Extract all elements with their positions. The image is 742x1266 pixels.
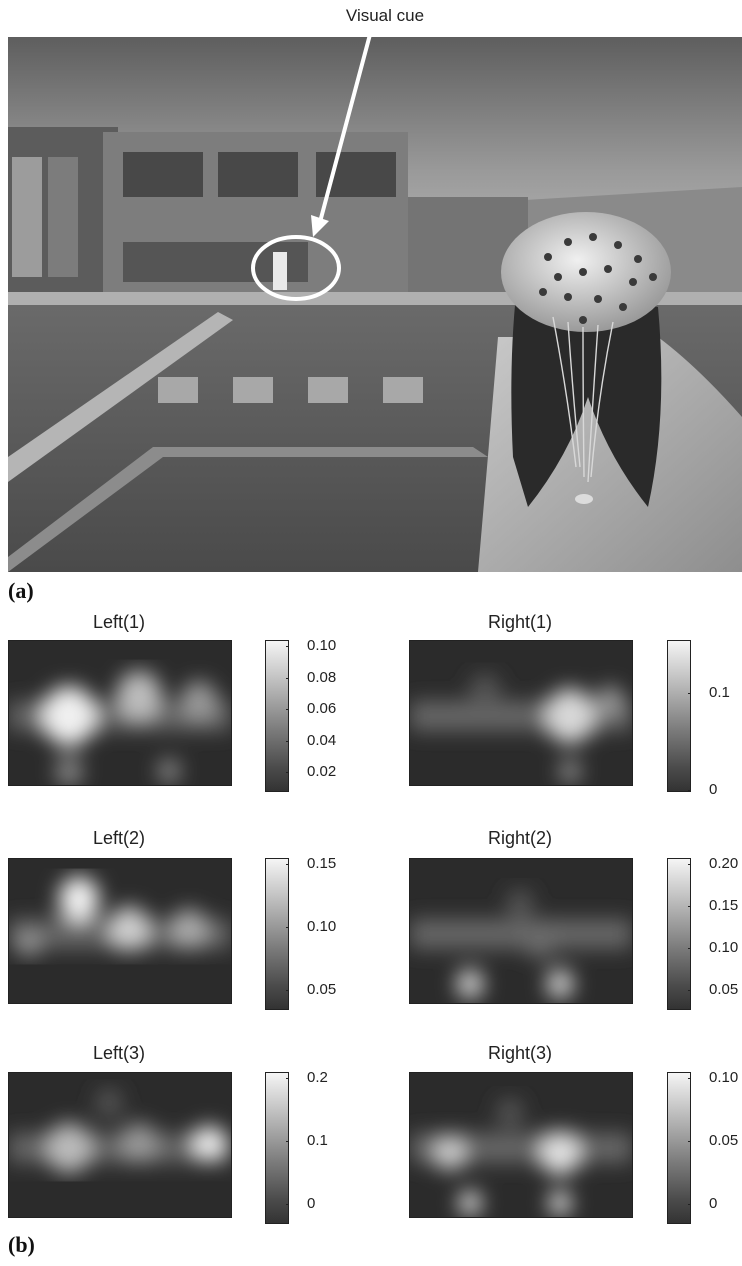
heatmap-image bbox=[8, 640, 232, 786]
colorbar-tick-label: 0.10 bbox=[709, 939, 739, 956]
colorbar-tick-mark bbox=[688, 906, 691, 907]
colorbar-tick-label: 0.10 bbox=[307, 637, 337, 654]
colorbar-tick-mark bbox=[688, 1204, 691, 1205]
colorbar-tick-mark bbox=[286, 927, 289, 928]
colorbar bbox=[265, 1072, 289, 1224]
heatmap-image bbox=[8, 858, 232, 1004]
colorbar-tick-label: 0.05 bbox=[709, 1132, 739, 1149]
colorbar-tick-label: 0 bbox=[307, 1195, 316, 1212]
colorbar-tick-label: 0.15 bbox=[709, 897, 739, 914]
colorbar-tick-mark bbox=[688, 692, 691, 694]
colorbar-tick-label: 0.02 bbox=[307, 763, 337, 780]
colorbar-tick-mark bbox=[286, 709, 289, 710]
colorbar-tick-label: 0.05 bbox=[709, 981, 739, 998]
colorbar bbox=[667, 640, 691, 792]
colorbar-tick-mark bbox=[286, 677, 289, 679]
colorbar-tick-mark bbox=[286, 990, 289, 991]
street-scene-photo bbox=[8, 37, 742, 572]
colorbar-tick-label: 0.04 bbox=[307, 731, 337, 749]
colorbar-tick-mark bbox=[286, 646, 289, 647]
heatmap-title: Left(1) bbox=[92, 612, 146, 632]
colorbar-tick-mark bbox=[286, 740, 289, 742]
colorbar-tick-mark bbox=[286, 772, 289, 773]
heatmap-image bbox=[409, 640, 633, 786]
colorbar-tick-label: 0.06 bbox=[307, 700, 337, 717]
panel-a-label: (a) bbox=[8, 578, 34, 603]
heatmap-title: Right(1) bbox=[487, 612, 553, 632]
colorbar-tick-mark bbox=[688, 790, 691, 791]
colorbar-tick-label: 0.05 bbox=[307, 981, 337, 998]
colorbar-tick-mark bbox=[688, 990, 691, 991]
colorbar-tick-label: 0.1 bbox=[709, 683, 730, 701]
colorbar-tick-label: 0.15 bbox=[307, 855, 337, 872]
colorbar-tick-label: 0.2 bbox=[307, 1069, 328, 1086]
heatmap-title: Right(3) bbox=[487, 1043, 553, 1063]
heatmap-title: Left(2) bbox=[92, 828, 146, 848]
colorbar-tick-label: 0 bbox=[709, 781, 718, 798]
colorbar-tick-mark bbox=[688, 948, 691, 949]
colorbar bbox=[265, 858, 289, 1010]
colorbar bbox=[667, 858, 691, 1010]
heatmap-image bbox=[409, 1072, 633, 1218]
heatmap-image bbox=[409, 858, 633, 1004]
colorbar-tick-label: 0.08 bbox=[307, 668, 337, 686]
colorbar-tick-label: 0.10 bbox=[709, 1069, 739, 1086]
colorbar-tick-mark bbox=[286, 1078, 289, 1079]
street-scene-illustration bbox=[8, 37, 742, 572]
colorbar-tick-mark bbox=[688, 864, 691, 865]
panel-b-label: (b) bbox=[8, 1232, 35, 1257]
colorbar-tick-label: 0.1 bbox=[307, 1132, 328, 1149]
colorbar-tick-label: 0.10 bbox=[307, 918, 337, 935]
colorbar-tick-label: 0 bbox=[709, 1195, 718, 1212]
colorbar-tick-label: 0.20 bbox=[709, 855, 739, 872]
colorbar-tick-mark bbox=[286, 864, 289, 865]
colorbar bbox=[667, 1072, 691, 1224]
colorbar-tick-mark bbox=[688, 1141, 691, 1142]
heatmap-image bbox=[8, 1072, 232, 1218]
heatmap-title: Left(3) bbox=[92, 1043, 146, 1063]
heatmap-title: Right(2) bbox=[487, 828, 553, 848]
colorbar-tick-mark bbox=[286, 1141, 289, 1142]
visual-cue-label: Visual cue bbox=[345, 6, 425, 25]
colorbar bbox=[265, 640, 289, 792]
colorbar-tick-mark bbox=[286, 1204, 289, 1205]
colorbar-tick-mark bbox=[688, 1078, 691, 1079]
